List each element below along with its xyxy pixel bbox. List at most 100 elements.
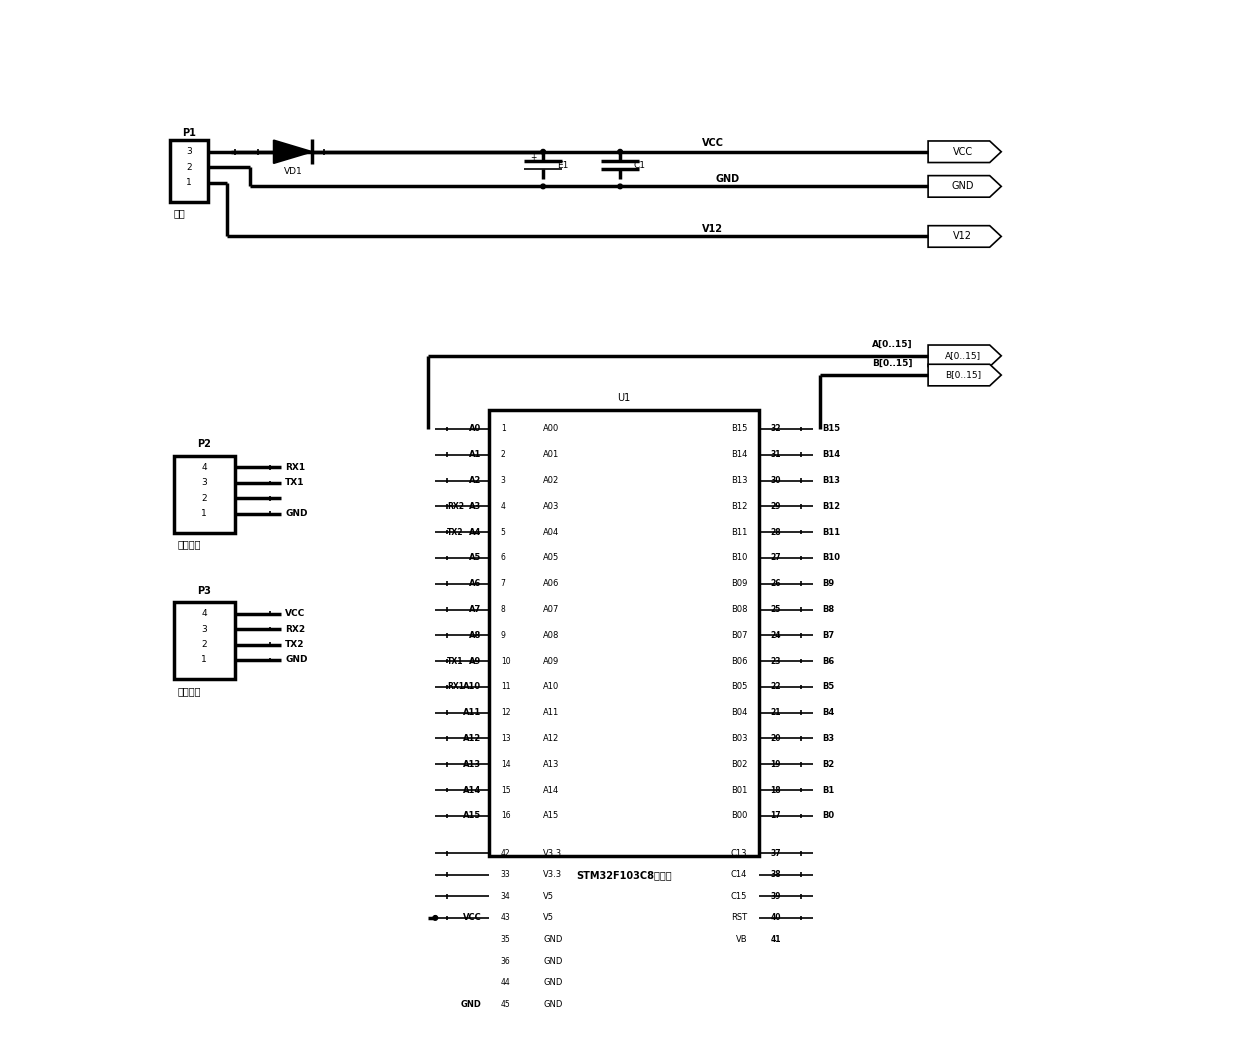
Text: B04: B04 (730, 708, 748, 718)
Circle shape (433, 915, 438, 920)
Text: 3: 3 (186, 148, 192, 156)
Text: 7: 7 (501, 579, 506, 589)
Text: B4: B4 (822, 708, 835, 718)
Polygon shape (928, 345, 1001, 366)
Text: A00: A00 (543, 424, 559, 434)
Text: 4: 4 (201, 463, 207, 472)
Text: 4: 4 (201, 609, 207, 618)
Text: A02: A02 (543, 476, 559, 485)
Text: TX1: TX1 (446, 656, 464, 666)
Text: A07: A07 (543, 605, 559, 614)
Text: B1: B1 (822, 785, 835, 795)
Text: GND: GND (715, 174, 740, 184)
Text: 25: 25 (770, 605, 781, 614)
Circle shape (425, 959, 430, 963)
Text: B[0..15]: B[0..15] (872, 359, 913, 368)
Text: 1: 1 (501, 424, 506, 434)
Text: 32: 32 (770, 424, 781, 434)
Text: 23: 23 (770, 656, 781, 666)
Text: 40: 40 (770, 913, 781, 922)
Text: A08: A08 (543, 631, 559, 640)
Text: 2: 2 (201, 640, 207, 649)
Bar (174, 602, 236, 679)
Text: VD1: VD1 (284, 166, 303, 176)
Text: B15: B15 (730, 424, 748, 434)
Text: 3: 3 (501, 476, 506, 485)
Text: 31: 31 (770, 450, 781, 460)
Text: 45: 45 (501, 999, 511, 1009)
Text: GND: GND (285, 655, 308, 665)
Text: A01: A01 (543, 450, 559, 460)
Text: A[0..15]: A[0..15] (872, 340, 913, 348)
Text: VCC: VCC (952, 147, 973, 157)
Text: B10: B10 (730, 553, 748, 563)
Text: A14: A14 (543, 785, 559, 795)
Text: P1: P1 (182, 128, 196, 137)
Text: B8: B8 (822, 605, 835, 614)
Text: 4: 4 (501, 502, 506, 511)
Text: 9: 9 (501, 631, 506, 640)
Circle shape (541, 184, 546, 188)
Text: VB: VB (735, 935, 748, 944)
Text: 2: 2 (201, 494, 207, 502)
Text: 13: 13 (501, 734, 511, 743)
Text: A06: A06 (543, 579, 559, 589)
Text: A15: A15 (543, 811, 559, 821)
Text: 3: 3 (201, 478, 207, 488)
Text: B5: B5 (822, 682, 835, 692)
Text: A1: A1 (469, 450, 481, 460)
Text: B12: B12 (730, 502, 748, 511)
Text: 14: 14 (501, 760, 511, 769)
Text: 15: 15 (501, 785, 511, 795)
Text: RX2: RX2 (285, 625, 305, 633)
Text: A15: A15 (464, 811, 481, 821)
Text: STM32F103C8核心板: STM32F103C8核心板 (577, 870, 672, 881)
Text: P2: P2 (197, 439, 211, 449)
Text: 37: 37 (770, 849, 781, 858)
Text: A9: A9 (469, 656, 481, 666)
Text: B9: B9 (822, 579, 835, 589)
Text: 27: 27 (770, 553, 781, 563)
Text: B14: B14 (822, 450, 839, 460)
Bar (490, 410, 759, 856)
Text: V12: V12 (702, 224, 723, 234)
Polygon shape (928, 141, 1001, 162)
Text: A7: A7 (469, 605, 481, 614)
Text: A12: A12 (543, 734, 559, 743)
Text: 3: 3 (201, 625, 207, 633)
Text: 1: 1 (186, 178, 192, 187)
Text: GND: GND (543, 935, 563, 944)
Text: B13: B13 (730, 476, 748, 485)
Text: 30: 30 (770, 476, 781, 485)
Text: A13: A13 (464, 760, 481, 769)
Text: B06: B06 (730, 656, 748, 666)
Text: C1: C1 (634, 161, 646, 171)
Text: C14: C14 (730, 870, 748, 879)
Text: 22: 22 (770, 682, 781, 692)
Text: 调试串口: 调试串口 (177, 540, 201, 549)
Text: TX2: TX2 (446, 527, 464, 537)
Text: B7: B7 (822, 631, 835, 640)
Polygon shape (928, 176, 1001, 198)
Text: A10: A10 (543, 682, 559, 692)
Text: RX1: RX1 (446, 682, 464, 692)
Text: RX2: RX2 (446, 502, 464, 511)
Text: 16: 16 (501, 811, 511, 821)
Text: B00: B00 (730, 811, 748, 821)
Text: GND: GND (543, 957, 563, 965)
Text: GND: GND (285, 510, 308, 518)
Text: 39: 39 (770, 892, 781, 901)
Text: A3: A3 (469, 502, 481, 511)
Text: B14: B14 (730, 450, 748, 460)
Text: B0: B0 (822, 811, 835, 821)
Text: 1: 1 (201, 510, 207, 518)
Text: 10: 10 (501, 656, 511, 666)
Text: U1: U1 (618, 393, 631, 404)
Text: 12: 12 (501, 708, 510, 718)
Text: GND: GND (543, 978, 563, 987)
Text: 33: 33 (501, 870, 511, 879)
Text: C13: C13 (730, 849, 748, 858)
Text: A6: A6 (469, 579, 481, 589)
Polygon shape (928, 364, 1001, 386)
Text: 36: 36 (501, 957, 511, 965)
